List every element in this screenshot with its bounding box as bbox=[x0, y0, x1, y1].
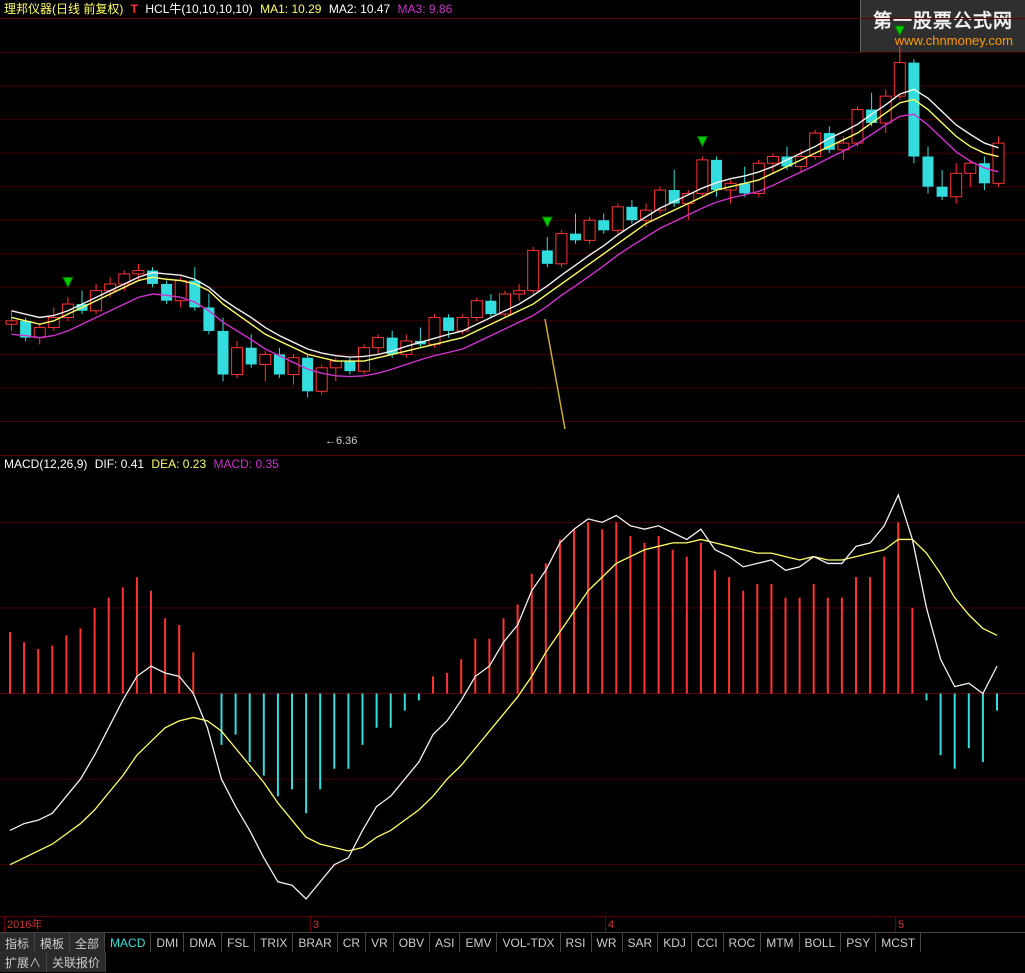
indicator-tab-MACD[interactable]: MACD bbox=[105, 933, 151, 953]
kline-panel[interactable]: ←6.36 bbox=[0, 18, 1025, 455]
indicator-tab-DMI[interactable]: DMI bbox=[151, 933, 184, 953]
indicator-tab-VOL-TDX[interactable]: VOL-TDX bbox=[497, 933, 560, 953]
indicator-tab-MCST[interactable]: MCST bbox=[876, 933, 921, 953]
tab-全部[interactable]: 全部 bbox=[70, 933, 105, 953]
dif-label: DIF: 0.41 bbox=[95, 457, 144, 471]
indicator-tab-BRAR[interactable]: BRAR bbox=[293, 933, 337, 953]
stock-chart-container: 理邦仪器(日线 前复权) T HCL牛(10,10,10,10) MA1: 10… bbox=[0, 0, 1025, 973]
stock-name: 理邦仪器(日线 前复权) bbox=[4, 2, 123, 16]
tab-模板[interactable]: 模板 bbox=[35, 933, 70, 953]
indicator-tab-OBV[interactable]: OBV bbox=[394, 933, 430, 953]
ma3-label: MA3: 9.86 bbox=[398, 2, 453, 16]
indicator-tab-FSL[interactable]: FSL bbox=[222, 933, 255, 953]
macd-svg bbox=[0, 471, 1025, 916]
ma1-label: MA1: 10.29 bbox=[260, 2, 321, 16]
time-tick: 5 bbox=[895, 917, 904, 933]
lowest-price-label: ←6.36 bbox=[325, 435, 357, 447]
indicator-tab-VR[interactable]: VR bbox=[366, 933, 394, 953]
indicator-tab-ROC[interactable]: ROC bbox=[724, 933, 762, 953]
indicator-tab-EMV[interactable]: EMV bbox=[460, 933, 497, 953]
time-tick: 3 bbox=[310, 917, 319, 933]
bottom-tab-关联报价[interactable]: 关联报价 bbox=[47, 952, 106, 972]
bottom-tabs-row: 扩展∧关联报价 bbox=[0, 952, 1025, 972]
indicator-tab-TRIX[interactable]: TRIX bbox=[255, 933, 293, 953]
tab-指标[interactable]: 指标 bbox=[0, 933, 35, 953]
indicator-tab-DMA[interactable]: DMA bbox=[184, 933, 222, 953]
indicator-tab-MTM[interactable]: MTM bbox=[761, 933, 799, 953]
bottom-tab-扩展∧[interactable]: 扩展∧ bbox=[0, 952, 47, 972]
macd-name: MACD(12,26,9) bbox=[4, 457, 87, 471]
indicator-tab-KDJ[interactable]: KDJ bbox=[658, 933, 692, 953]
time-axis: 2016年 3 4 5 bbox=[0, 916, 1025, 933]
indicator-tab-CCI[interactable]: CCI bbox=[692, 933, 724, 953]
macd-value-label: MACD: 0.35 bbox=[213, 457, 278, 471]
ma2-label: MA2: 10.47 bbox=[329, 2, 390, 16]
time-tick: 4 bbox=[605, 917, 614, 933]
indicator-tabs-row: 指标模板全部MACDDMIDMAFSLTRIXBRARCRVROBVASIEMV… bbox=[0, 932, 1025, 954]
marker-icon: T bbox=[131, 2, 138, 16]
main-indicator-name: HCL牛(10,10,10,10) bbox=[145, 2, 252, 16]
indicator-tab-SAR[interactable]: SAR bbox=[623, 933, 659, 953]
indicator-tab-RSI[interactable]: RSI bbox=[561, 933, 592, 953]
indicator-tab-WR[interactable]: WR bbox=[592, 933, 623, 953]
indicator-tab-BOLL[interactable]: BOLL bbox=[800, 933, 842, 953]
macd-header: MACD(12,26,9) DIF: 0.41 DEA: 0.23 MACD: … bbox=[0, 455, 1025, 472]
indicator-tab-PSY[interactable]: PSY bbox=[841, 933, 876, 953]
indicator-tab-CR[interactable]: CR bbox=[338, 933, 366, 953]
dea-label: DEA: 0.23 bbox=[151, 457, 206, 471]
indicator-tab-ASI[interactable]: ASI bbox=[430, 933, 460, 953]
macd-panel[interactable] bbox=[0, 471, 1025, 916]
kline-svg bbox=[0, 19, 1025, 455]
time-tick: 2016年 bbox=[4, 917, 42, 933]
